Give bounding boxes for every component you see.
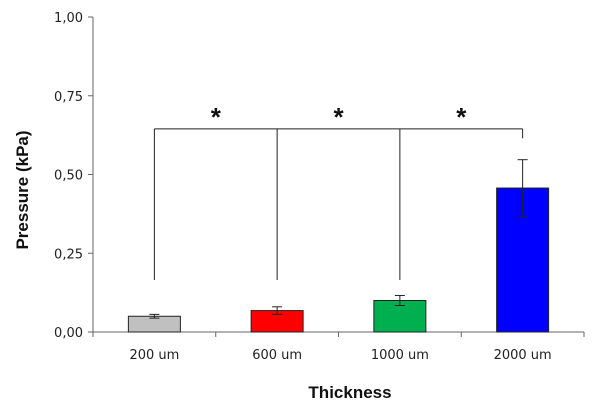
y-tick-label: 0,50: [54, 169, 83, 184]
x-axis: 200 um 600 um 1000 um 2000 um: [92, 331, 585, 363]
x-tick-label: 2000 um: [494, 348, 552, 363]
significance-star: *: [456, 102, 467, 132]
y-tick-label: 0,00: [54, 326, 83, 341]
x-tick-label: 200 um: [129, 348, 179, 363]
significance-star: *: [211, 102, 222, 132]
y-axis: 0,00 0,25 0,50 0,75 1,00: [54, 11, 94, 341]
y-tick-label: 1,00: [54, 11, 83, 26]
x-axis-title: Thickness: [308, 383, 391, 402]
y-tick-label: 0,75: [54, 90, 83, 105]
y-tick-label: 0,25: [54, 247, 83, 262]
x-tick-label: 1000 um: [371, 348, 429, 363]
y-axis-title: Pressure (kPa): [13, 130, 32, 249]
significance-star: *: [333, 102, 344, 132]
bars: [127, 187, 550, 333]
x-tick-label: 600 um: [252, 348, 302, 363]
error-bars: [149, 159, 528, 319]
significance-brackets: * * *: [153, 102, 524, 281]
